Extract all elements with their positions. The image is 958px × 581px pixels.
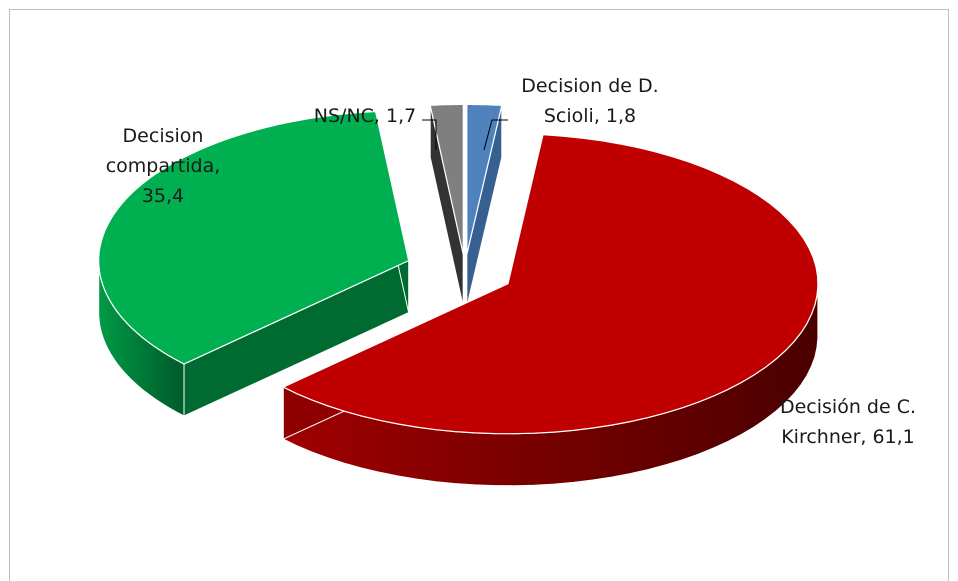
slice-compartida-label: Decision compartida, 35,4 xyxy=(106,125,221,207)
slice-scioli-top xyxy=(466,103,503,255)
slice-scioli-label: Decision de D. Scioli, 1,8 xyxy=(521,75,658,127)
slice-scioli xyxy=(466,103,503,307)
slice-nsnc-label: NS/NC, 1,7 xyxy=(314,105,416,127)
leader-line-scioli xyxy=(483,119,508,151)
slice-compartida-top xyxy=(98,110,410,365)
slice-kirchner xyxy=(281,134,819,487)
slice-compartida xyxy=(98,110,410,417)
slice-nsnc-top xyxy=(429,103,464,255)
slice-kirchner-label: Decisión de C. Kirchner, 61,1 xyxy=(780,396,916,448)
slice-nsnc xyxy=(429,103,464,307)
slice-kirchner-top xyxy=(281,134,819,435)
leader-line-nsnc xyxy=(422,119,437,150)
